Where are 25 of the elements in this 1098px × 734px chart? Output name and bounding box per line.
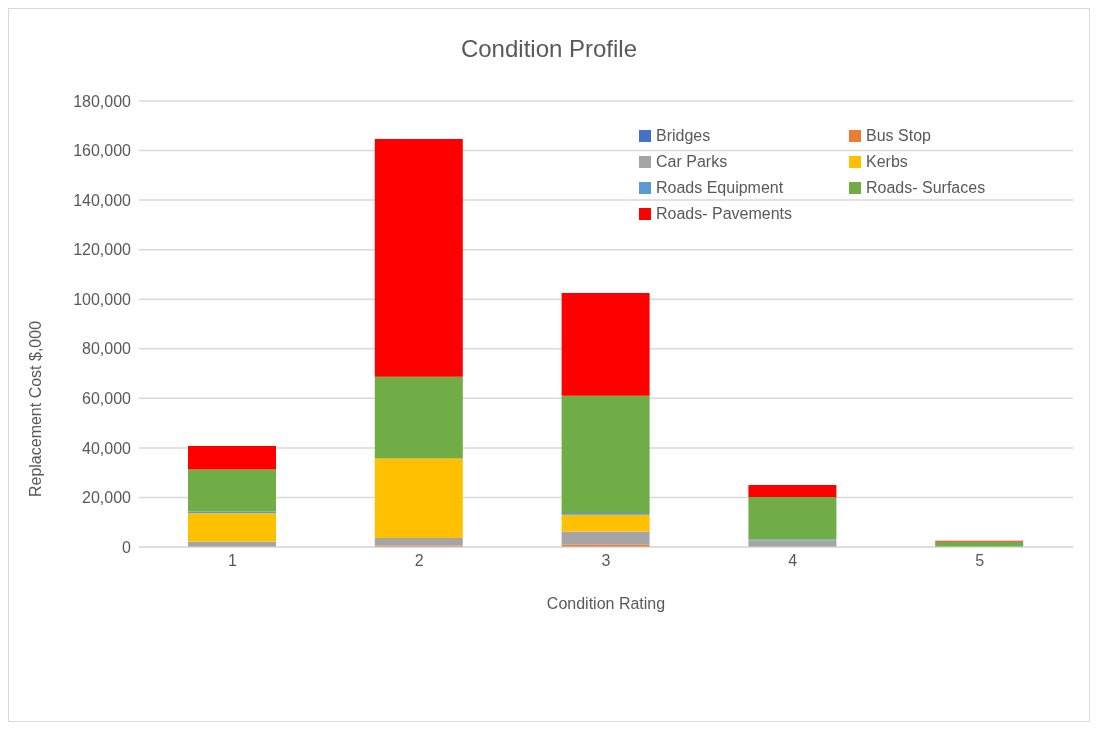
x-axis-title: Condition Rating [546, 595, 666, 612]
legend-label: Roads Equipment [656, 179, 784, 197]
y-tick-label: 40,000 [82, 439, 132, 457]
y-tick-label: 180,000 [73, 92, 132, 110]
y-tick-label: 120,000 [73, 241, 132, 259]
chart-title: Condition Profile [459, 35, 639, 63]
legend-label: Roads- Surfaces [866, 179, 986, 197]
y-tick-label: 0 [122, 538, 132, 556]
x-tick-label: 3 [601, 552, 611, 570]
y-tick-label: 160,000 [73, 142, 132, 160]
x-tick-label: 5 [975, 552, 985, 570]
legend-label: Bridges [656, 127, 711, 145]
y-tick-label: 140,000 [73, 191, 132, 209]
legend-label: Roads- Pavements [656, 205, 793, 223]
legend-label: Bus Stop [866, 127, 931, 145]
y-tick-label: 20,000 [82, 489, 132, 507]
x-tick-label: 1 [227, 552, 237, 570]
y-tick-label: 60,000 [82, 390, 132, 408]
y-tick-label: 100,000 [73, 290, 132, 308]
y-tick-label: 80,000 [82, 340, 132, 358]
y-axis-title: Replacement Cost $,000 [27, 320, 45, 498]
legend-label: Car Parks [656, 153, 728, 171]
x-tick-label: 4 [788, 552, 798, 570]
legend-label: Kerbs [866, 153, 908, 171]
x-tick-label: 2 [414, 552, 424, 570]
